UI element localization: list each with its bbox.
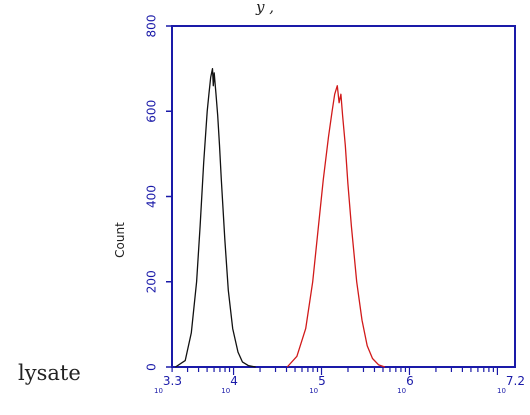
x-tick-label: 103.3 — [154, 374, 182, 395]
series-1-line — [175, 67, 256, 368]
x-axis: 103.3 104 105 106 107.2 — [154, 367, 525, 395]
y-tick-label: 200 — [145, 270, 159, 293]
y-tick-label: 0 — [145, 363, 159, 371]
chart-title-fragment: y , — [255, 0, 274, 16]
y-axis-label: Count — [113, 222, 127, 258]
y-axis: 0 200 400 600 800 — [145, 15, 172, 371]
x-tick-label: 106 — [397, 374, 414, 395]
y-tick-label: 600 — [145, 100, 159, 123]
x-tick-label: 105 — [309, 374, 326, 395]
series-layer — [175, 67, 386, 368]
series-2-line — [286, 85, 386, 368]
x-tick-label: 107.2 — [497, 374, 525, 395]
x-tick-label: 104 — [221, 374, 238, 395]
y-tick-label: 400 — [145, 185, 159, 208]
plot-frame — [171, 25, 516, 368]
side-caption: lysate — [18, 361, 81, 385]
y-tick-label: 800 — [145, 15, 159, 38]
